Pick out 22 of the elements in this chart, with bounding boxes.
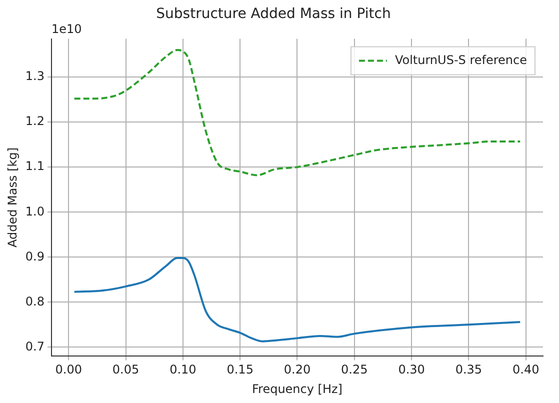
x-tick-label: 0.40 bbox=[512, 362, 540, 377]
y-tick-label: 1.0 bbox=[25, 204, 44, 218]
x-tick-label: 0.25 bbox=[341, 362, 368, 377]
y-tick-label: 0.7 bbox=[25, 339, 44, 354]
x-axis-title: Frequency [Hz] bbox=[252, 382, 342, 396]
y-tick-label: 1.2 bbox=[25, 114, 44, 128]
x-tick-label: 0.00 bbox=[55, 362, 82, 377]
x-tick-label: 0.15 bbox=[226, 362, 254, 377]
line-series bbox=[73, 257, 522, 342]
y-tick-label: 1.1 bbox=[25, 159, 44, 174]
x-tick-label: 0.30 bbox=[398, 362, 425, 377]
x-tick-label: 0.10 bbox=[170, 362, 196, 377]
x-tick-label: 0.05 bbox=[112, 362, 140, 377]
y-tick-label: 0.8 bbox=[25, 294, 44, 308]
x-tick-label: 0.35 bbox=[455, 362, 482, 377]
text: 1e10 bbox=[51, 22, 82, 36]
chart-title: Substructure Added Mass in Pitch bbox=[156, 6, 391, 22]
legend-label: VolturnUS-S reference bbox=[394, 52, 528, 67]
y-tick-label: 0.9 bbox=[25, 249, 44, 264]
y-axis-title: Added Mass [kg] bbox=[5, 147, 20, 248]
x-tick-label: 0.20 bbox=[284, 362, 311, 377]
y-tick-label: 1.3 bbox=[25, 69, 44, 84]
